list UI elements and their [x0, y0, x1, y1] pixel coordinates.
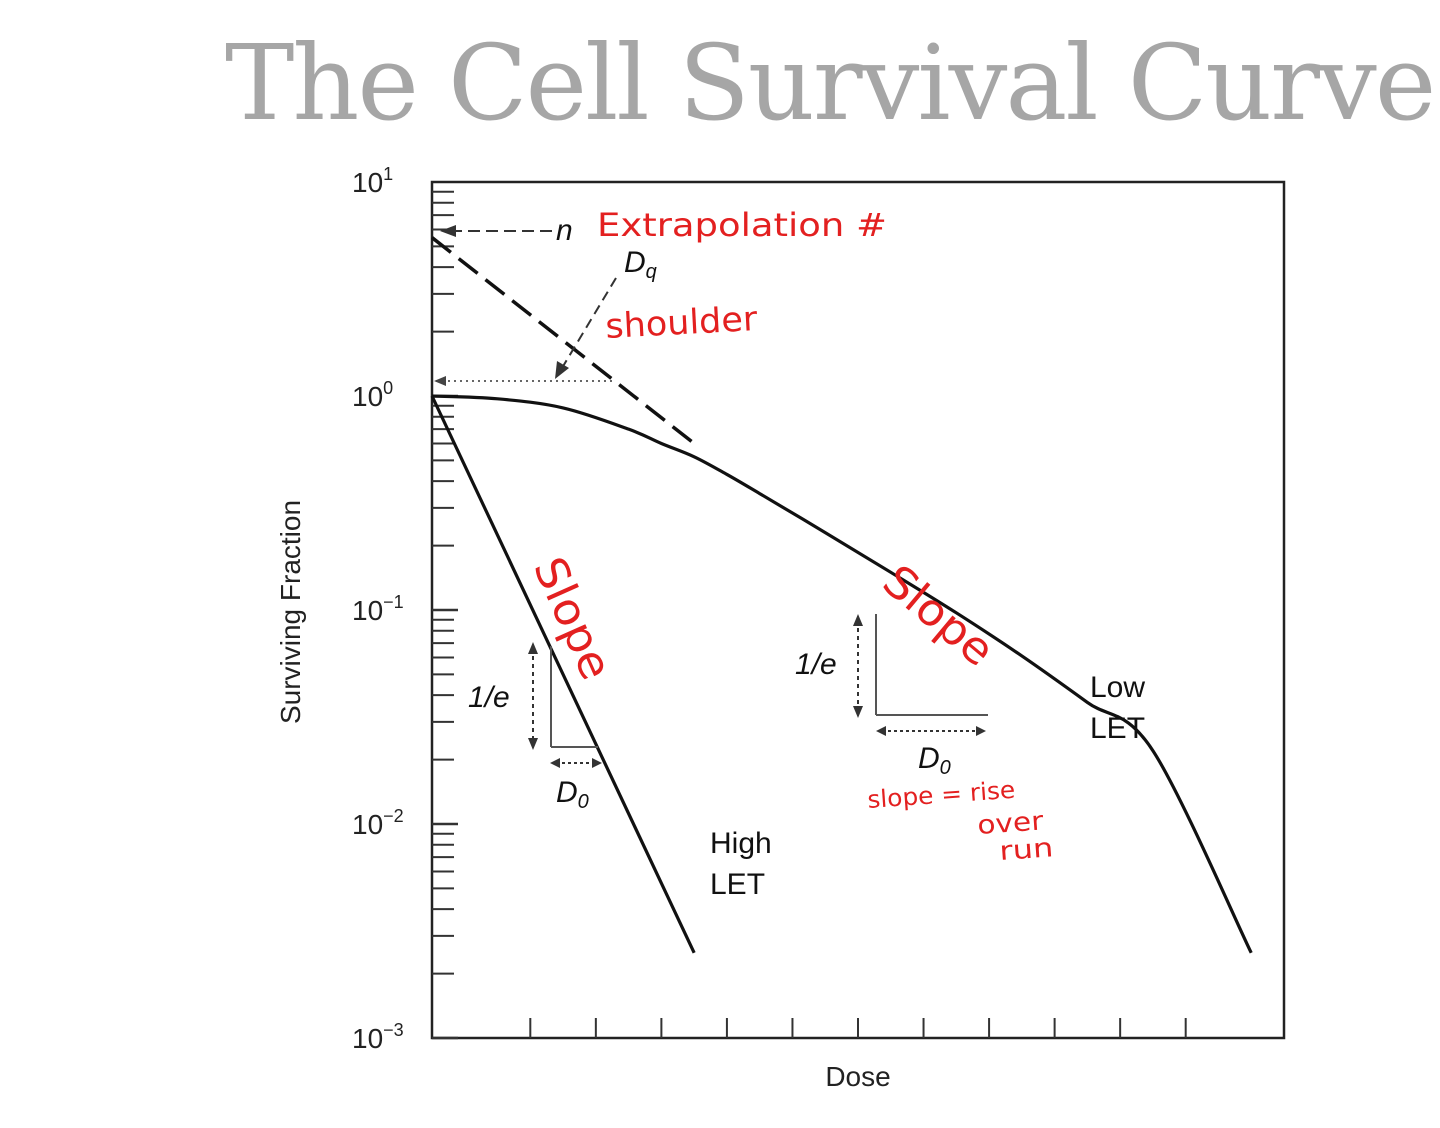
- handwritten-shoulder-note: shoulder: [604, 299, 758, 347]
- n-label: n: [556, 214, 573, 247]
- x-axis-label: Dose: [825, 1061, 890, 1092]
- handwritten-rise-over-run-line2: over: [976, 806, 1044, 841]
- dq-label: Dq: [624, 246, 657, 283]
- y-axis-tick-labels: 101 100 10−1 10−2 10−3: [352, 164, 404, 1054]
- handwritten-rise-over-run-line1: slope = rise: [866, 776, 1016, 814]
- low-let-1e-label: 1/e: [795, 648, 837, 681]
- low-let-d0-left-arrowhead-icon: [876, 726, 886, 736]
- n-arrowhead-icon: [440, 225, 456, 237]
- high-let-label-line1: High: [710, 827, 772, 860]
- high-let-d0-right-arrowhead-icon: [592, 758, 602, 768]
- extrapolation-line: [430, 236, 696, 445]
- low-let-label-line2: LET: [1090, 712, 1145, 745]
- x-axis-ticks: [529, 1018, 1187, 1038]
- high-let-d0-left-arrowhead-icon: [550, 758, 560, 768]
- low-let-1e-down-arrowhead-icon: [853, 706, 863, 718]
- slide-title: The Cell Survival Curve: [225, 22, 1436, 144]
- y-tick-label: 101: [352, 164, 393, 198]
- dq-arrow: [561, 277, 617, 369]
- y-axis-ticks: [432, 190, 458, 1040]
- y-tick-label: 10−3: [352, 1020, 404, 1054]
- handwritten-extrapolation-note: Extrapolation #: [597, 206, 887, 244]
- y-tick-label: 10−2: [352, 806, 404, 840]
- y-tick-label: 100: [352, 378, 393, 412]
- low-let-d0-right-arrowhead-icon: [976, 726, 986, 736]
- y-tick-label: 10−1: [352, 592, 404, 626]
- series-line-high-let: [430, 395, 696, 954]
- y-axis-label: Surviving Fraction: [275, 500, 306, 724]
- high-let-1e-label: 1/e: [468, 681, 510, 714]
- low-let-label-line1: Low: [1090, 671, 1145, 704]
- high-let-label-line2: LET: [710, 868, 765, 901]
- high-let-1e-up-arrowhead-icon: [528, 642, 538, 654]
- high-let-d0-label: D0: [556, 776, 589, 813]
- dq-arrowhead-icon: [555, 361, 569, 379]
- dq-guide-arrowhead-icon: [434, 376, 446, 386]
- handwritten-slope-low-note: Slope: [873, 555, 1004, 676]
- low-let-1e-up-arrowhead-icon: [853, 614, 863, 626]
- high-let-1e-down-arrowhead-icon: [528, 738, 538, 750]
- low-let-d0-label: D0: [918, 742, 951, 779]
- series-line-low-let: [431, 394, 1253, 954]
- handwritten-rise-over-run-line3: run: [998, 833, 1054, 867]
